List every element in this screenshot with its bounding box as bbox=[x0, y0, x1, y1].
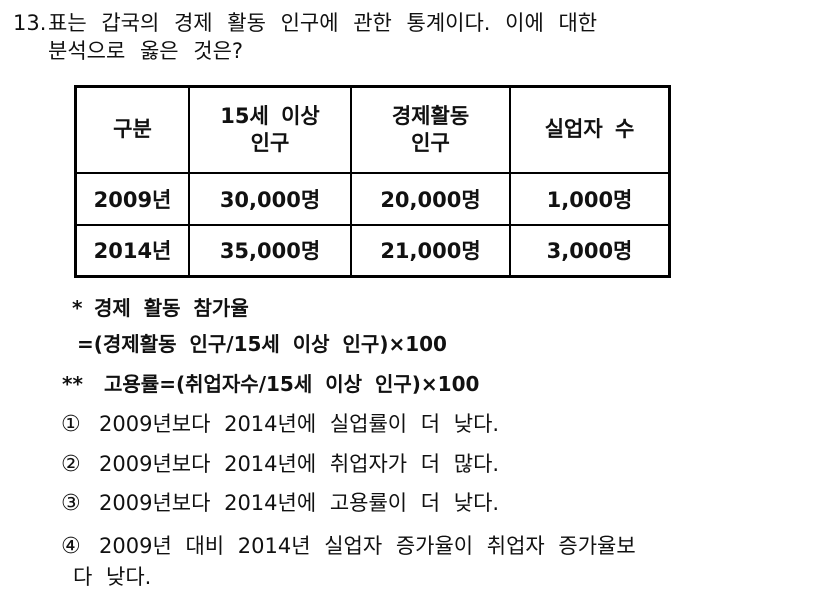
cell-unemployed-count: 3,000명 bbox=[509, 223, 671, 278]
option-2-circled-number: ② bbox=[61, 452, 81, 477]
option-4: ④ 2009년 대비 2014년 실업자 증가율이 취업자 증가율보 bbox=[61, 533, 636, 560]
question-text-line-2: 분석으로 옳은 것은? bbox=[48, 39, 244, 63]
table-row-2009: 2009년 30,000명 20,000명 1,000명 bbox=[74, 171, 671, 226]
footnote-marker-double-asterisk: ** bbox=[62, 372, 83, 396]
statistics-table: 구분 15세 이상 인구 경제활동 인구 실업자 수 2009년 30,000명… bbox=[74, 85, 671, 278]
option-3: ③ 2009년보다 2014년에 고용률이 더 낮다. bbox=[61, 490, 499, 517]
option-1-text: 2009년보다 2014년에 실업률이 더 낮다. bbox=[99, 412, 500, 436]
footnote-participation-rate-formula: =(경제활동 인구/15세 이상 인구)×100 bbox=[77, 332, 447, 356]
option-3-circled-number: ③ bbox=[61, 491, 81, 516]
cell-unemployed-count: 1,000명 bbox=[509, 171, 671, 226]
table-header-row: 구분 15세 이상 인구 경제활동 인구 실업자 수 bbox=[74, 85, 671, 174]
cell-econ-active-pop: 21,000명 bbox=[350, 223, 511, 278]
option-2-text: 2009년보다 2014년에 취업자가 더 많다. bbox=[99, 452, 500, 476]
option-3-text: 2009년보다 2014년에 고용률이 더 낮다. bbox=[99, 491, 500, 515]
footnote-marker-single-asterisk: * bbox=[72, 296, 83, 320]
option-4-text-line-2: 다 낮다. bbox=[73, 565, 152, 589]
question-text-line-1: 표는 갑국의 경제 활동 인구에 관한 통계이다. 이에 대한 bbox=[48, 11, 598, 35]
option-4-circled-number: ④ bbox=[61, 534, 81, 559]
header-cell-econ-active-pop: 경제활동 인구 bbox=[350, 85, 511, 174]
cell-year: 2009년 bbox=[74, 171, 190, 226]
option-1-circled-number: ① bbox=[61, 412, 81, 437]
cell-econ-active-pop: 20,000명 bbox=[350, 171, 511, 226]
option-1: ① 2009년보다 2014년에 실업률이 더 낮다. bbox=[61, 411, 499, 438]
header-cell-pop-over-15: 15세 이상 인구 bbox=[188, 85, 352, 174]
cell-pop-over-15: 30,000명 bbox=[188, 171, 352, 226]
header-cell-unemployed-count: 실업자 수 bbox=[509, 85, 671, 174]
question-number: 13. bbox=[13, 11, 47, 35]
cell-year: 2014년 bbox=[74, 223, 190, 278]
option-2: ② 2009년보다 2014년에 취업자가 더 많다. bbox=[61, 451, 499, 478]
footnote-employment-rate-formula: 고용률=(취업자수/15세 이상 인구)×100 bbox=[104, 372, 480, 396]
table-row-2014: 2014년 35,000명 21,000명 3,000명 bbox=[74, 223, 671, 278]
cell-pop-over-15: 35,000명 bbox=[188, 223, 352, 278]
footnote-participation-rate: * 경제 활동 참가율 bbox=[72, 295, 249, 321]
option-4-text-line-1: 2009년 대비 2014년 실업자 증가율이 취업자 증가율보 bbox=[99, 534, 636, 558]
footnote-participation-rate-title: 경제 활동 참가율 bbox=[94, 296, 249, 320]
header-cell-category: 구분 bbox=[74, 85, 190, 174]
footnote-employment-rate: ** 고용률=(취업자수/15세 이상 인구)×100 bbox=[62, 371, 479, 397]
